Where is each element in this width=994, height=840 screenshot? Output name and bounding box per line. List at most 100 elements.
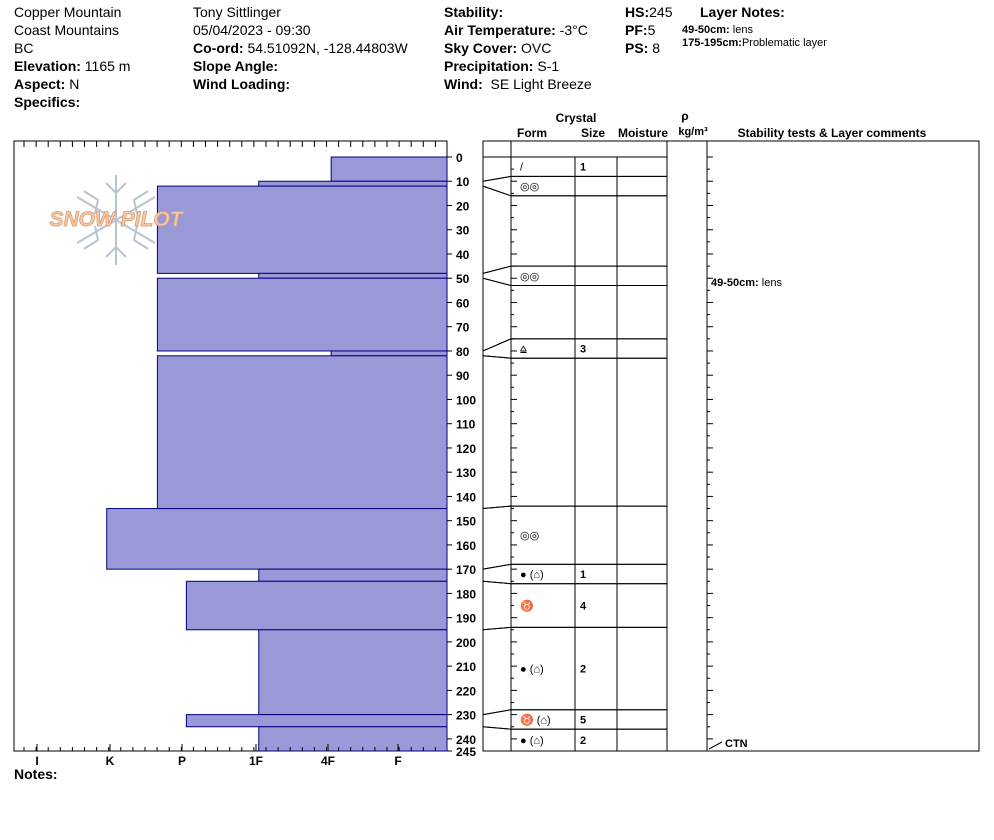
depth-tick-label: 245: [456, 745, 476, 759]
moisture-header: Moisture: [618, 126, 668, 140]
wind-value: SE Light Breeze: [490, 76, 592, 92]
depth-tick-label: 130: [456, 466, 476, 480]
crystal-form: ◎◎: [520, 181, 539, 193]
depth-tick-label: 40: [456, 248, 470, 262]
depth-tick-label: 150: [456, 515, 476, 529]
depth-link-line: [482, 185, 512, 197]
form-header: Form: [517, 126, 547, 140]
hardness-tick-label: F: [394, 754, 401, 768]
hardness-bar: [330, 156, 448, 182]
snowpilot-logo: SNOW PILOT: [49, 175, 185, 265]
sky-value: OVC: [521, 40, 552, 56]
depth-link-line: [482, 709, 512, 716]
depth-link-line: [482, 626, 512, 631]
ps-label: PS:: [625, 40, 649, 56]
depth-tick-label: 60: [456, 296, 470, 310]
slope-angle-label: Slope Angle:: [193, 58, 279, 74]
aspect-label: Aspect:: [14, 76, 66, 92]
crystal-size: 4: [580, 601, 587, 613]
depth-tick-label: 170: [456, 563, 476, 577]
elevation-label: Elevation:: [14, 58, 81, 74]
crystal-row: [510, 156, 668, 177]
depth-link-line: [482, 175, 512, 182]
hardness-bar: [156, 185, 448, 274]
depth-tick-label: 110: [456, 418, 476, 432]
crystal-row: [510, 284, 668, 340]
depth-tick-label: 100: [456, 393, 476, 407]
depth-link-line: [482, 726, 512, 730]
hardness-bar: [258, 726, 448, 752]
crystal-size: 5: [580, 714, 586, 726]
precipitation: Precipitation: S-1: [444, 58, 559, 74]
crystal-row: [510, 583, 668, 628]
hardness-bar: [258, 629, 448, 716]
penetration-ski: PS: 8: [625, 40, 660, 56]
location: Copper Mountain: [14, 4, 122, 20]
layer-note-range: 175-195cm:: [682, 37, 742, 49]
crystal-form: ♉: [520, 600, 534, 613]
hardness-bar: [330, 350, 448, 357]
comment-pointer: [708, 741, 723, 750]
depth-tick-label: 20: [456, 199, 470, 213]
depth-tick-label: 230: [456, 709, 476, 723]
layer-note: 49-50cm: lens: [682, 24, 753, 37]
depth-tick-label: 70: [456, 321, 470, 335]
air-temperature: Air Temperature: -3°C: [444, 22, 588, 38]
layer-comment: 49-50cm: lens: [711, 277, 782, 289]
crystal-size: 3: [580, 344, 586, 356]
crystal-size: 2: [580, 664, 586, 676]
layer-comments: 49-50cm: lens CTN: [708, 277, 782, 750]
crystal-table-frame: [482, 140, 980, 752]
notes-label: Notes:: [14, 766, 58, 782]
hardness-bars: [106, 156, 448, 752]
specifics-label: Specifics:: [14, 94, 81, 110]
hardness-bar: [185, 580, 448, 631]
layer-notes-title: Layer Notes:: [700, 4, 785, 20]
depth-tick-label: 210: [456, 660, 476, 674]
hardness-bar: [258, 568, 448, 582]
hardness-bar: [258, 180, 448, 187]
depth-tick-label: 30: [456, 224, 470, 238]
hardness-axis: I K P 1F 4F F: [23, 141, 436, 768]
snowpilot-logo-text: SNOW PILOT: [50, 208, 185, 231]
depth-tick-label: 180: [456, 587, 476, 601]
crystal-size: 1: [580, 162, 586, 174]
crystal-form: ◎◎: [520, 530, 539, 542]
precip-label: Precipitation:: [444, 58, 534, 74]
crystal-form: /: [520, 162, 524, 174]
right-depth-ticks: [511, 156, 713, 752]
air-temp-label: Air Temperature:: [444, 22, 556, 38]
depth-tick-label: 120: [456, 442, 476, 456]
hardness-tick-label: 1F: [249, 754, 263, 768]
wind-loading-label: Wind Loading:: [193, 76, 291, 92]
pf-label: PF:: [625, 22, 648, 38]
coord-value: 54.51092N, -128.44803W: [247, 40, 408, 56]
wind-label: Wind:: [444, 76, 483, 92]
crystal-form: ♉ (⌂): [520, 713, 551, 726]
precip-value: S-1: [537, 58, 560, 74]
crystal-header: Crystal: [556, 111, 597, 125]
depth-tick-label: 200: [456, 636, 476, 650]
depth-tick-label: 220: [456, 684, 476, 698]
depth-tick-label: 140: [456, 490, 476, 504]
depth-axis: 0 10 20 30 40 50 60 70 80 90 100 110 120 130 140 150 160…: [447, 151, 476, 759]
wind: Wind: SE Light Breeze: [444, 76, 592, 92]
coord-label: Co-ord:: [193, 40, 244, 56]
hardness-bar: [156, 277, 448, 352]
depth-link-line: [482, 505, 512, 510]
stability-comments-header: Stability tests & Layer comments: [738, 126, 927, 140]
air-temp-value: -3°C: [559, 22, 588, 38]
crystal-form: ● (⌂): [520, 664, 544, 676]
layer-comment: CTN: [725, 738, 748, 750]
layer-note-text: lens: [732, 24, 753, 36]
layer-note: 175-195cm:Problematic layer: [682, 37, 827, 50]
crystal-row: [510, 195, 668, 267]
coordinates: Co-ord: 54.51092N, -128.44803W: [193, 40, 408, 56]
crystal-row: [510, 728, 668, 752]
region: BC: [14, 40, 34, 56]
observer: Tony Sittlinger: [193, 4, 281, 20]
snowflake-icon: [76, 175, 156, 265]
snow-height: HS:245: [625, 4, 672, 20]
crystal-table: / 1 ◎◎ ◎◎ ⩠ 3 ◎◎ ● (⌂) 1 ♉ 4 ● (⌂) 2 ♉ (⌂) 5 ● (⌂) 2: [482, 156, 668, 752]
